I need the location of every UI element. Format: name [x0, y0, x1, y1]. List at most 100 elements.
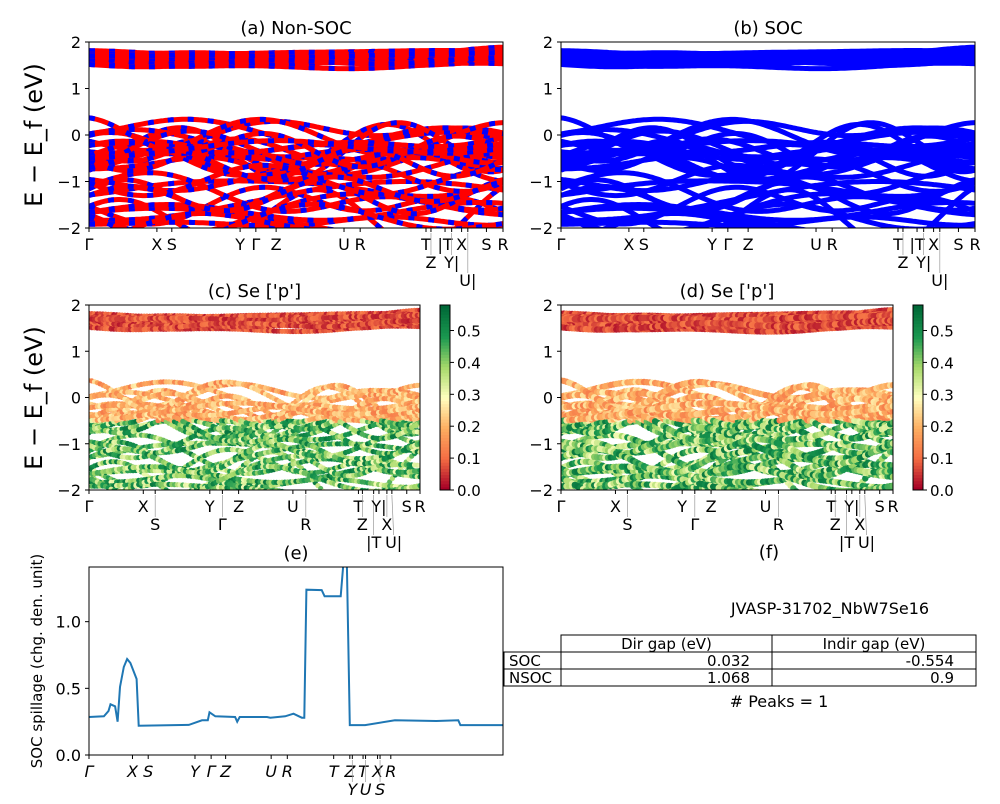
x-tick-label: Z	[271, 235, 282, 254]
projection-point	[285, 490, 290, 495]
projection-point	[326, 494, 331, 499]
projection-point	[177, 494, 182, 499]
projection-point	[337, 499, 342, 504]
x-tick-label: T	[892, 235, 903, 254]
y-tick-label: 0	[71, 126, 81, 145]
projection-point	[299, 493, 304, 498]
x-tick-label: T	[420, 235, 431, 254]
x-tick-label: R	[497, 235, 508, 254]
projection-point	[161, 494, 166, 499]
x-tick-label: Z	[425, 253, 436, 272]
projection-point	[191, 496, 196, 501]
projection-point	[387, 500, 392, 505]
x-tick-label: X	[151, 235, 162, 254]
x-tick-label: U|	[459, 271, 476, 290]
projection-point	[398, 491, 403, 496]
projection-point	[200, 495, 205, 500]
projection-point	[155, 495, 160, 500]
projection-point	[321, 496, 326, 501]
projection-point	[280, 490, 285, 495]
projection-point	[169, 493, 174, 498]
plot-area-c	[86, 308, 422, 511]
panel-title: (b) SOC	[733, 18, 802, 39]
projection-point	[337, 502, 342, 507]
projection-point	[164, 494, 169, 499]
x-tick-label: X	[623, 235, 634, 254]
projection-point	[299, 493, 304, 498]
projection-point	[277, 488, 282, 493]
projection-point	[321, 496, 326, 501]
projection-point	[177, 491, 182, 496]
projection-point	[340, 503, 345, 508]
projection-point	[183, 496, 188, 501]
projection-point	[111, 493, 116, 498]
projection-point	[282, 491, 287, 496]
projection-point	[401, 490, 406, 495]
projection-point	[346, 498, 351, 503]
projection-point	[332, 498, 337, 503]
x-tick-label: X	[456, 235, 467, 254]
projection-point	[343, 498, 348, 503]
projection-point	[125, 491, 130, 496]
projection-point	[208, 491, 213, 496]
projection-point	[100, 497, 105, 502]
plot-area-a	[89, 47, 503, 246]
x-tick-label: Y|	[443, 253, 459, 272]
projection-point	[122, 490, 127, 495]
projection-point	[186, 496, 191, 501]
projection-point	[117, 490, 122, 495]
projection-point	[393, 493, 398, 498]
projection-point	[175, 492, 180, 497]
projection-point	[97, 498, 102, 503]
projection-point	[318, 495, 323, 500]
projection-point	[166, 494, 171, 499]
projection-point	[340, 499, 345, 504]
projection-point	[365, 500, 370, 505]
projection-point	[310, 494, 315, 499]
x-tick-label: R	[969, 235, 980, 254]
y-tick-label: −1	[529, 173, 553, 192]
projection-point	[304, 493, 309, 498]
projection-point	[335, 500, 340, 505]
projection-point	[335, 498, 340, 503]
projection-point	[114, 491, 119, 496]
projection-point	[169, 491, 174, 496]
x-tick-label: S	[953, 235, 963, 254]
projection-point	[117, 488, 122, 493]
projection-point	[194, 496, 199, 501]
projection-point	[346, 499, 351, 504]
projection-point	[307, 494, 312, 499]
projection-point	[128, 492, 133, 497]
projection-point	[365, 501, 370, 506]
projection-point	[318, 496, 323, 501]
projection-point	[158, 494, 163, 499]
projection-point	[285, 491, 290, 496]
x-tick-label: Y|	[915, 253, 931, 272]
projection-point	[103, 496, 108, 501]
projection-point	[183, 490, 188, 495]
projection-point	[329, 497, 334, 502]
projection-point	[310, 495, 315, 500]
y-tick-label: 2	[543, 33, 553, 52]
projection-point	[106, 495, 111, 500]
projection-point	[337, 498, 342, 503]
x-tick-label: Γ	[557, 235, 566, 254]
projection-point	[324, 491, 329, 496]
projection-point	[346, 505, 351, 510]
projection-point	[395, 492, 400, 497]
x-tick-label: Γ	[85, 235, 94, 254]
projection-point	[332, 497, 337, 502]
x-tick-label: Γ	[251, 235, 260, 254]
projection-point	[313, 495, 318, 500]
projection-point	[288, 491, 293, 496]
projection-point	[172, 493, 177, 498]
x-tick-label: S	[481, 235, 491, 254]
y-tick-label: 2	[71, 33, 81, 52]
x-tick-label: Γ	[723, 235, 732, 254]
x-tick-label: |T	[909, 235, 924, 254]
projection-point	[109, 494, 114, 499]
y-tick-label: −1	[57, 173, 81, 192]
